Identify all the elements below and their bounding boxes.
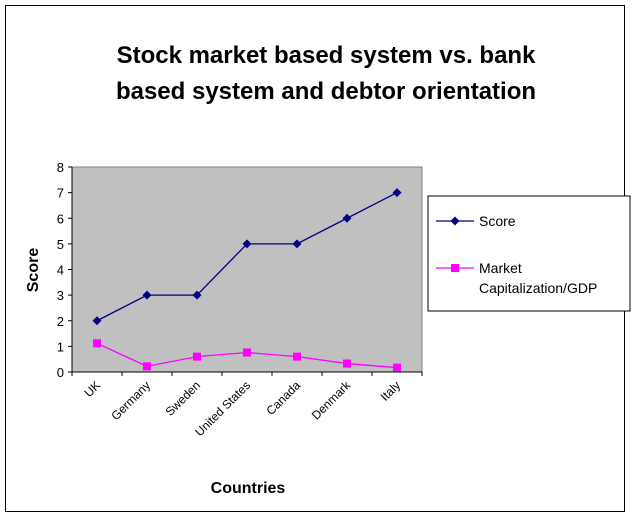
- score-point: [392, 188, 402, 198]
- legend-label-market-cap: Market: [479, 260, 522, 276]
- y-tick-label: 8: [57, 160, 64, 175]
- chart-title-line-1: Stock market based system vs. bank: [116, 42, 536, 69]
- score-point: [342, 213, 352, 223]
- x-tick-label: Sweden: [163, 378, 204, 419]
- y-tick-label: 6: [57, 211, 64, 226]
- market-cap-point: [93, 339, 101, 348]
- legend-box: [427, 195, 631, 312]
- score-point: [142, 290, 152, 300]
- score-point: [192, 290, 202, 300]
- score-point: [92, 316, 102, 326]
- market-cap-point: [193, 352, 201, 361]
- legend-marker-score: [450, 216, 460, 226]
- score-point: [292, 239, 302, 249]
- market-cap-point: [293, 352, 301, 361]
- y-tick-label: 4: [57, 263, 64, 278]
- legend-label-score: Score: [479, 213, 516, 229]
- x-axis-label: Countries: [211, 480, 286, 497]
- y-tick-label: 0: [57, 365, 64, 380]
- market-cap-point: [343, 359, 351, 368]
- plot-area: [71, 166, 423, 373]
- chart-title: Stock market based system vs. bank based…: [26, 38, 626, 110]
- legend-marker-market-cap: [451, 264, 459, 272]
- market-cap-point: [243, 348, 251, 357]
- x-tick-label: Germany: [108, 378, 153, 423]
- legend-label-market-cap: Capitalization/GDP: [479, 280, 597, 296]
- chart-title-line-2: based system and debtor orientation: [115, 78, 537, 105]
- y-tick-label: 2: [57, 314, 64, 329]
- x-tick-label: Canada: [263, 378, 303, 418]
- x-tick-label: Denmark: [309, 378, 354, 423]
- y-tick-label: 3: [57, 288, 64, 303]
- x-tick-label: Italy: [378, 378, 403, 403]
- y-tick-label: 5: [57, 237, 64, 252]
- y-axis-label: Score: [25, 248, 42, 293]
- market-cap-point: [393, 363, 401, 372]
- y-tick-label: 7: [57, 186, 64, 201]
- score-point: [242, 239, 252, 249]
- market-cap-point: [143, 362, 151, 371]
- y-tick-label: 1: [57, 339, 64, 354]
- x-tick-label: UK: [81, 378, 103, 400]
